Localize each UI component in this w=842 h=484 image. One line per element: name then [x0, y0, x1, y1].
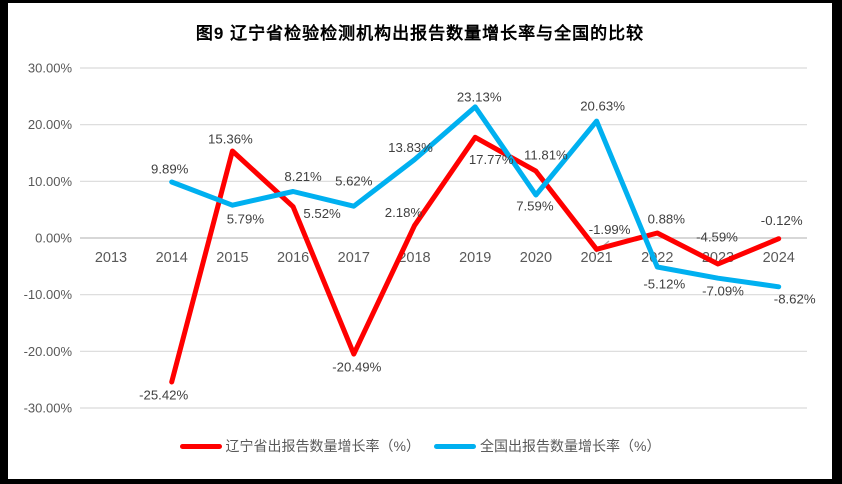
svg-text:2.18%: 2.18% [385, 205, 423, 220]
svg-text:2013: 2013 [95, 250, 127, 266]
svg-text:2019: 2019 [459, 250, 491, 266]
svg-text:-1.99%: -1.99% [589, 222, 631, 237]
svg-text:30.00%: 30.00% [28, 61, 73, 76]
svg-text:2016: 2016 [277, 250, 309, 266]
svg-text:9.89%: 9.89% [151, 162, 189, 177]
chart-title: 图9 辽宁省检验检测机构出报告数量增长率与全国的比较 [195, 24, 645, 43]
svg-text:2017: 2017 [338, 250, 370, 266]
svg-text:0.88%: 0.88% [648, 212, 686, 227]
svg-text:10.00%: 10.00% [28, 174, 73, 189]
legend-item-national: 全国出报告数量增长率（%） [434, 436, 660, 456]
svg-text:11.81%: 11.81% [524, 148, 568, 163]
svg-text:-20.00%: -20.00% [24, 344, 73, 359]
svg-text:-20.49%: -20.49% [332, 360, 381, 375]
svg-text:-0.12%: -0.12% [761, 213, 803, 228]
svg-text:-10.00%: -10.00% [24, 287, 73, 302]
svg-text:17.77%: 17.77% [469, 152, 514, 167]
svg-text:-8.62%: -8.62% [774, 291, 816, 306]
svg-text:2018: 2018 [398, 250, 430, 266]
chart-legend: 辽宁省出报告数量增长率（%） 全国出报告数量增长率（%） [8, 436, 832, 456]
svg-text:2024: 2024 [763, 250, 795, 266]
svg-text:-4.59%: -4.59% [696, 230, 738, 245]
svg-text:-30.00%: -30.00% [24, 401, 73, 416]
svg-text:-7.09%: -7.09% [702, 284, 744, 299]
svg-text:2014: 2014 [156, 250, 188, 266]
legend-label-national: 全国出报告数量增长率（%） [480, 438, 661, 454]
legend-red-line-swatch-icon [179, 443, 222, 449]
svg-text:5.79%: 5.79% [227, 212, 265, 227]
svg-text:13.83%: 13.83% [388, 140, 433, 155]
svg-text:0.00%: 0.00% [35, 231, 72, 246]
svg-text:20.00%: 20.00% [28, 117, 73, 132]
legend-label-liaoning: 辽宁省出报告数量增长率（%） [225, 438, 420, 454]
svg-text:15.36%: 15.36% [208, 132, 253, 147]
svg-text:-5.12%: -5.12% [643, 277, 685, 292]
chart-plot-svg: 30.00% 20.00% 10.00% 0.00% -10.00% -20.00% -30… [24, 61, 816, 416]
svg-text:-25.42%: -25.42% [139, 388, 188, 403]
svg-text:23.13%: 23.13% [457, 89, 502, 104]
legend-item-liaoning: 辽宁省出报告数量增长率（%） [179, 436, 420, 456]
legend-blue-line-swatch-icon [434, 443, 476, 449]
svg-text:7.59%: 7.59% [516, 199, 554, 214]
svg-text:2015: 2015 [216, 250, 248, 266]
svg-text:8.21%: 8.21% [284, 169, 322, 184]
svg-text:2020: 2020 [520, 250, 552, 266]
svg-text:2021: 2021 [580, 250, 612, 266]
svg-text:5.62%: 5.62% [335, 174, 373, 189]
svg-text:20.63%: 20.63% [580, 99, 625, 114]
svg-text:5.52%: 5.52% [303, 206, 341, 221]
